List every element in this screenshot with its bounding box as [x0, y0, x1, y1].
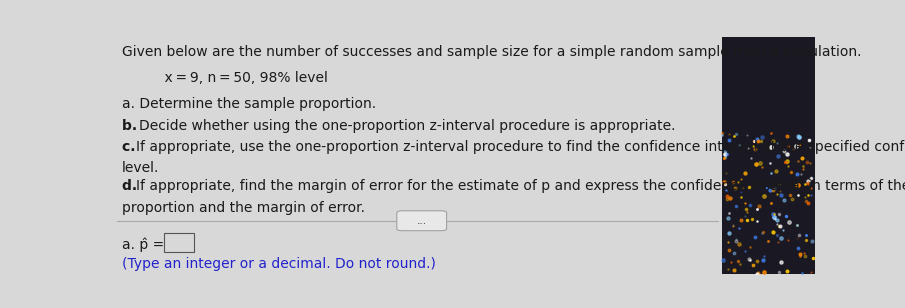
Text: c.: c.: [121, 140, 140, 154]
Text: proportion and the margin of error.: proportion and the margin of error.: [121, 201, 365, 215]
FancyBboxPatch shape: [396, 211, 447, 231]
Text: d.: d.: [121, 179, 141, 193]
Text: (Type an integer or a decimal. Do not round.): (Type an integer or a decimal. Do not ro…: [121, 257, 435, 271]
Text: ...: ...: [416, 216, 427, 226]
Text: level.: level.: [121, 161, 159, 176]
Text: If appropriate, find the margin of error for the estimate of p and express the c: If appropriate, find the margin of error…: [137, 179, 905, 193]
FancyBboxPatch shape: [165, 233, 194, 252]
Text: a. Determine the sample proportion.: a. Determine the sample proportion.: [121, 97, 376, 111]
Bar: [722, 37, 814, 274]
Text: Decide whether using the one-proportion z-interval procedure is appropriate.: Decide whether using the one-proportion …: [139, 119, 675, 133]
Text: a. p̂ =: a. p̂ =: [121, 237, 164, 252]
Text: x = 9, n = 50, 98% level: x = 9, n = 50, 98% level: [147, 71, 328, 85]
Text: Given below are the number of successes and sample size for a simple random samp: Given below are the number of successes …: [121, 45, 861, 59]
Text: b.: b.: [121, 119, 141, 133]
Text: If appropriate, use the one-proportion z-interval procedure to find the confiden: If appropriate, use the one-proportion z…: [137, 140, 905, 154]
